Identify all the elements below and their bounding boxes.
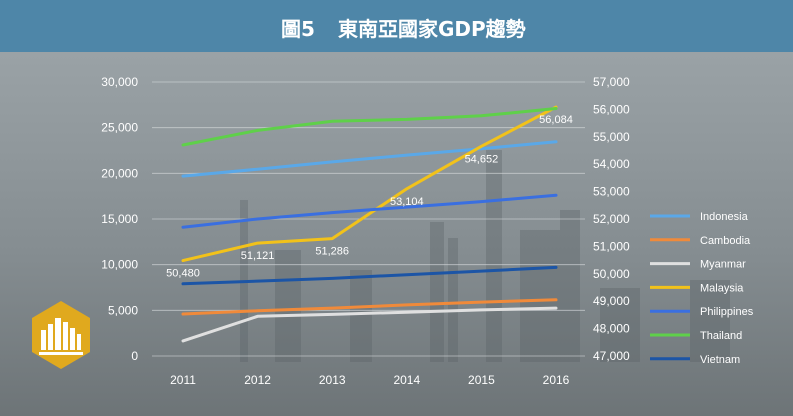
x-tick-label: 2011 (170, 373, 196, 387)
figure-number: 圖5 (281, 17, 315, 41)
right-tick-label: 49,000 (593, 294, 630, 308)
legend-label: Philippines (700, 306, 754, 318)
right-tick-label: 50,000 (593, 267, 630, 281)
x-tick-label: 2012 (244, 373, 271, 387)
series-line-cambodia (181, 298, 558, 316)
left-axis: 30,000 25,000 20,000 15,000 10,000 5,000 0 (101, 75, 138, 363)
legend-label: Thailand (700, 330, 742, 342)
x-tick-label: 2016 (543, 373, 570, 387)
data-label: 50,480 (166, 268, 200, 280)
legend-label: Malaysia (700, 282, 744, 294)
x-tick-label: 2013 (319, 373, 346, 387)
right-tick-label: 57,000 (593, 75, 630, 89)
series-line-thailand (181, 107, 558, 147)
right-tick-label: 48,000 (593, 322, 630, 336)
legend-label: Indonesia (700, 211, 749, 223)
data-label: 56,084 (539, 114, 573, 126)
chart-title: 東南亞國家GDP趨勢 (338, 17, 526, 41)
series-line-vietnam (181, 265, 558, 286)
x-tick-label: 2015 (468, 373, 495, 387)
right-tick-label: 47,000 (593, 349, 630, 363)
legend-label: Vietnam (700, 354, 740, 366)
left-tick-label: 25,000 (101, 121, 138, 135)
right-tick-label: 54,000 (593, 157, 630, 171)
left-tick-label: 20,000 (101, 166, 138, 180)
legend: Indonesia Cambodia Myanmar Malaysia Philippi… (650, 211, 754, 366)
right-tick-label: 53,000 (593, 185, 630, 199)
left-tick-label: 15,000 (101, 212, 138, 226)
right-tick-label: 52,000 (593, 212, 630, 226)
left-tick-label: 10,000 (101, 258, 138, 272)
series-line-myanmar (181, 306, 558, 343)
data-label: 53,104 (390, 196, 424, 208)
data-labels: 50,480 51,121 51,286 53,104 54,652 56,084 (166, 114, 573, 280)
title-bar: 圖5 東南亞國家GDP趨勢 (0, 0, 793, 52)
legend-label: Myanmar (700, 259, 746, 271)
series-lines (181, 105, 558, 343)
right-tick-label: 55,000 (593, 130, 630, 144)
series-line-indonesia (181, 140, 558, 178)
x-tick-label: 2014 (393, 373, 420, 387)
right-axis: 57,000 56,000 55,000 54,000 53,000 52,000 51,0… (593, 75, 630, 363)
left-tick-label: 5,000 (108, 303, 138, 317)
data-label: 54,652 (465, 153, 499, 165)
right-tick-label: 51,000 (593, 239, 630, 253)
cityscape-background (0, 52, 793, 416)
left-tick-label: 30,000 (101, 75, 138, 89)
x-axis: 2011 2012 2013 2014 2015 2016 (170, 373, 570, 387)
right-tick-label: 56,000 (593, 102, 630, 116)
series-line-philippines (181, 193, 558, 229)
data-label: 51,121 (241, 250, 275, 262)
data-label: 51,286 (315, 246, 349, 258)
building-badge-icon (32, 301, 90, 369)
legend-label: Cambodia (700, 235, 751, 247)
series-line-malaysia (181, 105, 558, 263)
left-tick-label: 0 (131, 349, 138, 363)
